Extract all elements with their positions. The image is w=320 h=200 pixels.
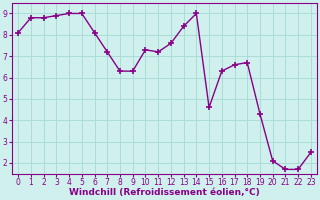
X-axis label: Windchill (Refroidissement éolien,°C): Windchill (Refroidissement éolien,°C) — [69, 188, 260, 197]
